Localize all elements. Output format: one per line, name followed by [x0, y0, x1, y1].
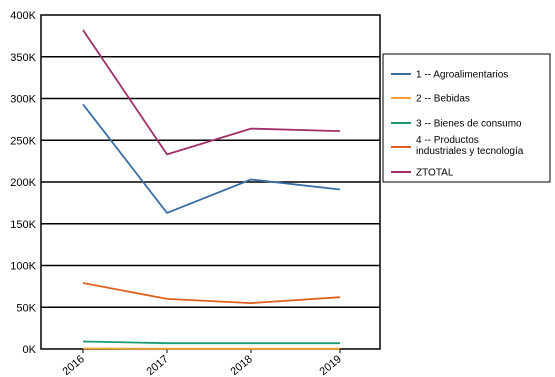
y-tick-label: 200K — [10, 177, 36, 189]
series-line — [82, 340, 340, 345]
y-tick-label: 0K — [23, 344, 37, 356]
legend-label: 4 -- Productos industriales y tecnología — [416, 135, 524, 157]
y-tick-label: 350K — [10, 52, 36, 64]
series-line — [82, 29, 341, 156]
series-lines — [82, 29, 341, 350]
legend-entries: 1 -- Agroalimentarios 2 -- Bebidas 3 -- Bi… — [391, 70, 524, 179]
y-tick-label: 250K — [10, 135, 36, 147]
y-tick-label: 300K — [10, 94, 36, 106]
legend-label: 1 -- Agroalimentarios — [416, 70, 508, 81]
x-tick-label: 2018 — [228, 353, 254, 377]
x-tick-label: 2016 — [60, 353, 86, 377]
x-tick-label: 2017 — [144, 353, 170, 377]
series-line — [82, 282, 341, 305]
y-tick-label: 150K — [10, 219, 36, 231]
legend: 1 -- Agroalimentarios 2 -- Bebidas 3 -- Bi… — [382, 53, 551, 183]
x-tick-label: 2019 — [317, 353, 343, 377]
series-line — [82, 103, 341, 214]
x-axis-tick-labels: 2016 2017 2018 2019 — [60, 349, 344, 377]
legend-label: 2 -- Bebidas — [416, 94, 470, 105]
y-tick-label: 400K — [10, 10, 36, 22]
legend-label: ZTOTAL — [416, 168, 454, 179]
y-tick-label: 50K — [16, 302, 36, 314]
y-tick-label: 100K — [10, 261, 36, 273]
y-axis-tick-labels: 0K 50K 100K 150K 200K 250K 300K 350K 400K — [10, 10, 36, 356]
legend-label: 3 -- Bienes de consumo — [416, 119, 522, 130]
legend-box — [382, 53, 551, 183]
